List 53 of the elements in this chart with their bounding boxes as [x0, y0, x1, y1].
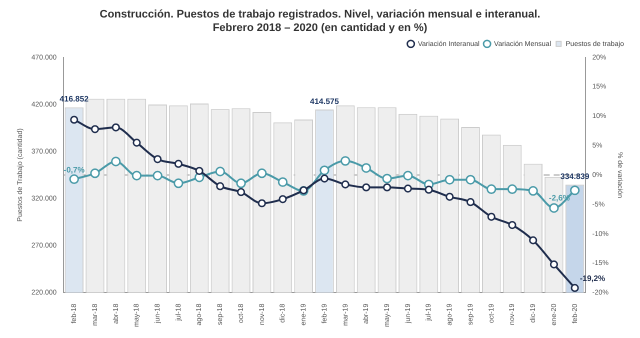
point: [466, 198, 475, 206]
point: [570, 185, 580, 196]
point: [195, 166, 204, 175]
point: [446, 192, 454, 201]
point: [549, 203, 559, 213]
point: [508, 220, 516, 230]
point: [550, 260, 558, 268]
point: [112, 123, 120, 132]
point: [529, 236, 538, 244]
point: [111, 156, 121, 166]
point: [132, 138, 141, 147]
data-label: 416.852: [60, 94, 90, 104]
point: [320, 174, 329, 183]
point: [382, 174, 392, 184]
point: [278, 177, 288, 187]
point: [90, 125, 100, 134]
point: [444, 174, 455, 185]
point: [236, 178, 246, 188]
point: [383, 183, 392, 192]
point: [403, 170, 413, 180]
point: [466, 174, 476, 185]
point: [424, 186, 433, 194]
point: [90, 168, 100, 178]
point: [487, 212, 496, 221]
point: [152, 170, 162, 180]
point: [507, 184, 518, 194]
point: [174, 160, 182, 168]
point: [174, 178, 184, 188]
point: [320, 165, 330, 176]
chart-title: Construcción. Puestos de trabajo registrados. Nivel, variación mensual e interanual.: [100, 8, 540, 21]
point: [154, 155, 162, 164]
data-label: 414.575: [310, 96, 340, 106]
point: [341, 180, 350, 188]
point: [404, 184, 412, 193]
data-label: 334.839: [560, 172, 590, 181]
point: [215, 166, 226, 176]
point: [216, 182, 224, 190]
point: [528, 186, 538, 196]
point: [132, 170, 142, 180]
point: [70, 116, 78, 124]
chart-subtitle: Febrero 2018 – 2020 (en cantidad y en %): [212, 22, 428, 34]
point: [257, 168, 267, 178]
point: [486, 184, 496, 194]
point: [69, 174, 79, 184]
point: [278, 195, 287, 204]
point: [340, 156, 350, 166]
point: [361, 163, 372, 173]
point: [362, 183, 370, 192]
data-label: -0,7%: [64, 165, 85, 174]
point: [258, 199, 266, 208]
point: [570, 284, 579, 292]
data-label: -19,2%: [580, 274, 606, 284]
point: [236, 188, 246, 196]
